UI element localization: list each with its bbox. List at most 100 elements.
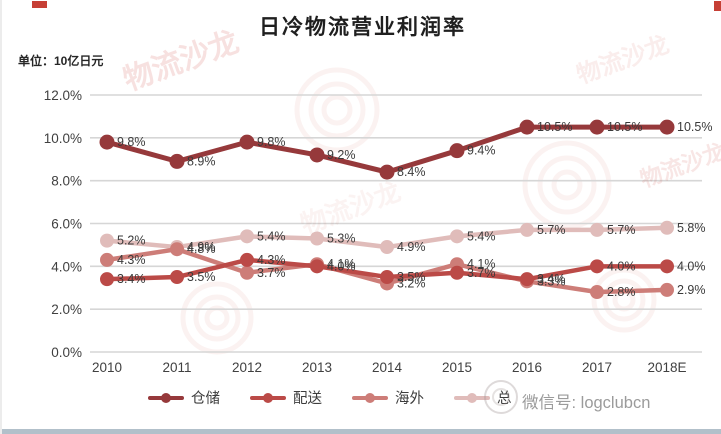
data-point [309, 147, 325, 163]
data-label: 3.5% [187, 270, 216, 284]
data-label: 3.2% [397, 276, 426, 290]
legend-label: 仓储 [191, 391, 220, 407]
y-tick-label: 12.0% [44, 88, 82, 103]
data-point [100, 233, 114, 248]
watermark-rings [180, 67, 657, 355]
legend-item-0: 仓储 [148, 387, 220, 408]
data-label: 4.1% [467, 257, 496, 271]
legend-marker-icon [352, 392, 388, 403]
bottom-bar [2, 429, 721, 434]
data-point [99, 134, 115, 150]
y-tick-label: 4.0% [51, 259, 82, 274]
data-label: 5.4% [467, 229, 496, 243]
x-tick-label: 2012 [232, 360, 262, 375]
x-tick-label: 2015 [442, 360, 472, 375]
data-label: 10.5% [607, 120, 642, 134]
x-tick-label: 2011 [162, 360, 191, 375]
y-tick-label: 0.0% [51, 345, 82, 360]
data-label: 9.2% [327, 148, 356, 162]
data-label: 3.3% [537, 274, 566, 288]
data-point [659, 119, 675, 135]
data-label: 4.0% [607, 259, 636, 273]
data-label: 10.5% [677, 120, 712, 134]
data-label: 5.3% [327, 231, 356, 245]
y-tick-label: 6.0% [51, 217, 82, 232]
data-point [519, 119, 535, 135]
data-point [100, 252, 114, 267]
data-point [240, 265, 254, 280]
data-label: 9.8% [257, 135, 286, 149]
x-tick-label: 2016 [512, 360, 542, 375]
red-corner-mark [714, 1, 721, 11]
data-point [170, 242, 184, 257]
data-point [240, 229, 254, 244]
legend-item-2: 海外 [352, 387, 424, 408]
data-label: 4.0% [677, 259, 706, 273]
data-point [310, 231, 324, 246]
data-point [240, 252, 254, 267]
data-label: 5.7% [537, 223, 566, 237]
data-label: 4.9% [187, 240, 216, 254]
legend-marker-icon [148, 392, 184, 403]
data-label: 4.0% [327, 259, 356, 273]
data-label: 2.9% [677, 283, 706, 297]
data-point [589, 119, 605, 135]
y-tick-label: 2.0% [51, 302, 82, 317]
data-label: 4.1% [327, 257, 356, 271]
data-point [170, 270, 184, 285]
chart-legend: 仓储 配送 海外总 [148, 387, 512, 408]
data-point [520, 222, 534, 237]
data-point [100, 272, 114, 287]
data-label: 9.8% [117, 135, 146, 149]
data-label: 8.9% [187, 154, 216, 168]
watermark-stamp-icon [484, 380, 518, 414]
data-point [660, 282, 674, 297]
x-tick-label: 2013 [302, 360, 332, 375]
data-point [520, 272, 534, 287]
x-tick-label: 2010 [92, 360, 122, 375]
data-point [379, 164, 395, 180]
data-label: 4.8% [187, 242, 216, 256]
data-label: 5.8% [677, 221, 706, 235]
y-tick-label: 10.0% [44, 131, 82, 146]
wechat-watermark: 微信号: logclubcn [522, 394, 651, 412]
data-point [660, 220, 674, 235]
data-point [450, 265, 464, 280]
legend-marker-icon [250, 392, 286, 403]
x-tick-label: 2017 [582, 360, 612, 375]
data-point [590, 259, 604, 274]
data-label: 9.4% [467, 144, 496, 158]
data-point [450, 229, 464, 244]
data-label: 3.4% [537, 272, 566, 286]
page-title: 日冷物流营业利润率 [259, 16, 466, 39]
data-point [310, 259, 324, 274]
data-label: 3.4% [117, 272, 146, 286]
data-label: 5.7% [607, 223, 636, 237]
data-point [380, 270, 394, 285]
legend-label: 配送 [293, 391, 322, 407]
unit-label: 单位：10亿日元 [18, 54, 104, 68]
data-label: 4.9% [397, 240, 426, 254]
data-label: 3.7% [467, 266, 496, 280]
data-label: 5.2% [117, 234, 146, 248]
data-label: 4.3% [257, 253, 286, 267]
data-label: 8.4% [397, 165, 426, 179]
red-corner-mark [32, 1, 47, 8]
data-point [590, 222, 604, 237]
data-label: 4.3% [117, 253, 146, 267]
data-point [380, 240, 394, 255]
data-point [660, 259, 674, 274]
y-tick-label: 8.0% [51, 174, 82, 189]
data-point [239, 134, 255, 150]
legend-marker-icon [454, 392, 490, 403]
data-point [449, 143, 465, 159]
legend-label: 海外 [395, 391, 424, 407]
data-point [590, 285, 604, 300]
x-tick-label: 2014 [372, 360, 403, 375]
x-tick-label: 2018E [647, 360, 686, 375]
data-label: 3.7% [257, 266, 286, 280]
legend-item-1: 配送 [250, 387, 322, 408]
data-label: 3.5% [397, 270, 426, 284]
data-label: 5.4% [257, 229, 286, 243]
